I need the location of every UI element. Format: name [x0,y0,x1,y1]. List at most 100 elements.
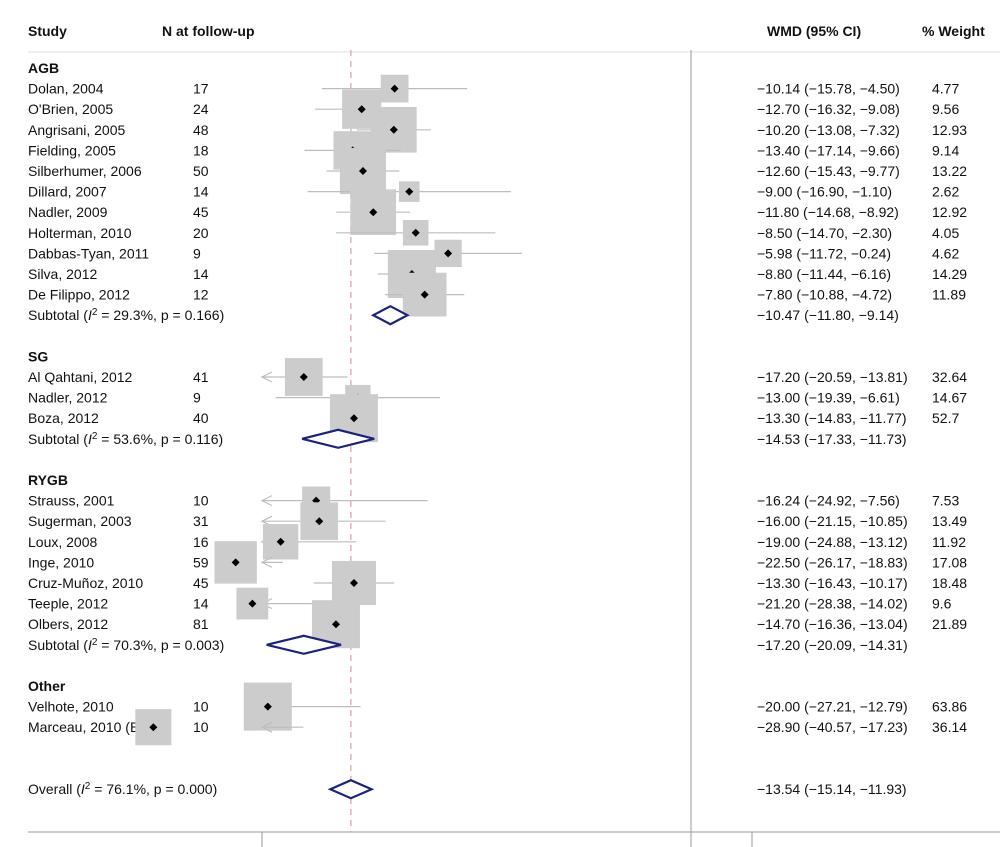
study-ci-text: −13.40 (−17.14, −9.66) [757,142,900,158]
study-label: Velhote, 2010 [28,699,114,715]
study-label: Inge, 2010 [28,554,94,570]
point-estimate [357,105,366,114]
subtotal-diamond [301,428,375,449]
subtotal-label-agb-part-3: = 29.3%, p = 0.166) [97,307,224,323]
study-ci-text: −12.60 (−15.43, −9.77) [757,163,900,179]
study-weight: 9.56 [932,101,959,117]
overall-label-part-3: = 76.1%, p = 0.000) [90,781,217,797]
study-label: Olbers, 2012 [28,616,108,632]
study-weight: 18.48 [932,575,967,591]
subtotal-diamond [266,634,342,655]
subtotal-ci-text: −17.20 (−20.09, −14.31) [757,637,908,653]
study-ci-text: −13.30 (−16.43, −10.17) [757,575,908,591]
study-label: Cruz-Muñoz, 2010 [28,575,143,591]
study-label: Dabbas-Tyan, 2011 [28,245,149,261]
subtotal-label-agb: Subtotal (I2 = 29.3%, p = 0.166) [28,307,224,324]
ci-arrow [260,556,273,568]
subtotal-label-sg-part-3: = 53.6%, p = 0.116) [97,431,223,447]
subtotal-label-agb-part-0: Subtotal ( [28,307,88,323]
point-estimate [149,723,158,732]
point-estimate [263,702,272,711]
header-weight: % Weight [922,23,985,39]
study-ci-text: −5.98 (−11.72, −0.24) [757,245,891,261]
subtotal-label-rygb: Subtotal (I2 = 70.3%, p = 0.003) [28,636,224,653]
study-ci-text: −8.80 (−11.44, −6.16) [757,266,891,282]
study-n: 10 [193,493,209,509]
subtotal-label-sg-part-1: I [88,431,92,447]
study-n: 40 [193,410,209,426]
study-weight: 12.92 [932,204,967,220]
study-label: Nadler, 2009 [28,204,108,220]
point-estimate [349,414,358,423]
study-weight: 36.14 [932,719,967,735]
study-n: 31 [193,513,209,529]
study-n: 14 [193,266,209,282]
study-n: 10 [193,699,209,715]
subtotal-label-sg-part-2: 2 [92,430,98,441]
subtotal-label-rygb-part-3: = 70.3%, p = 0.003) [97,637,224,653]
subtotal-label-sg-part-0: Subtotal ( [28,431,88,447]
study-label: Loux, 2008 [28,534,97,550]
study-weight: 32.64 [932,369,967,385]
subtotal-ci-text: −10.47 (−11.80, −9.14) [757,307,899,323]
subtotal-label-sg: Subtotal (I2 = 53.6%, p = 0.116) [28,430,223,447]
point-estimate [299,373,308,381]
study-ci-text: −14.70 (−16.36, −13.04) [757,616,908,632]
study-ci-text: −13.00 (−19.39, −6.61) [757,390,900,406]
study-n: 24 [193,101,209,117]
study-ci-text: −11.80 (−14.68, −8.92) [757,204,899,220]
group-title-sg: SG [28,348,48,364]
study-label: Fielding, 2005 [28,142,116,158]
group-title-agb: AGB [28,60,59,76]
overall-label-part-0: Overall ( [28,781,81,797]
study-weight: 52.7 [932,410,959,426]
study-n: 12 [193,287,209,303]
study-weight: 12.93 [932,122,967,138]
subtotal-ci-text: −14.53 (−17.33, −11.73) [757,431,907,447]
study-ci-text: −8.50 (−14.70, −2.30) [757,225,892,241]
study-n: 16 [193,534,209,550]
study-ci-text: −16.24 (−24.92, −7.56) [757,493,900,509]
study-weight: 14.67 [932,390,967,406]
study-ci-text: −19.00 (−24.88, −13.12) [757,534,908,550]
group-title-rygb: RYGB [28,472,68,488]
ci-arrow [260,721,273,733]
point-estimate [315,517,324,526]
study-weight: 4.62 [932,245,959,261]
study-weight: 21.89 [932,616,967,632]
point-estimate [369,208,378,217]
study-n: 14 [193,596,209,612]
study-weight: 4.77 [932,81,959,97]
study-n: 20 [193,225,209,241]
subtotal-label-rygb-part-0: Subtotal ( [28,637,88,653]
study-n: 81 [193,616,209,632]
ci-arrow [260,495,273,507]
overall-label-part-2: 2 [85,781,91,792]
study-weight: 17.08 [932,554,967,570]
study-label: Dillard, 2007 [28,184,107,200]
subtotal-label-agb-part-1: I [88,307,92,323]
study-label: Boza, 2012 [28,410,99,426]
point-estimate [411,228,420,237]
point-estimate [358,167,367,175]
study-label: Dolan, 2004 [28,81,104,97]
study-weight: 13.49 [932,513,967,529]
study-n: 50 [193,163,209,179]
header-wmd: WMD (95% CI) [767,23,861,39]
point-estimate [231,558,240,567]
study-weight: 7.53 [932,493,959,509]
study-weight: 63.86 [932,699,967,715]
study-ci-text: −17.20 (−20.59, −13.81) [757,369,908,385]
study-n: 45 [193,575,209,591]
study-label: Angrisani, 2005 [28,122,126,138]
overall-ci-text: −13.54 (−15.14, −11.93) [757,781,907,797]
study-weight: 4.05 [932,225,959,241]
subtotal-label-agb-part-2: 2 [92,307,98,318]
study-ci-text: −22.50 (−26.17, −18.83) [757,554,908,570]
study-ci-text: −13.30 (−14.83, −11.77) [757,410,907,426]
study-weight: 13.22 [932,163,967,179]
study-n: 45 [193,204,209,220]
point-estimate [389,125,398,134]
point-estimate [390,84,399,93]
study-ci-text: −7.80 (−10.88, −4.72) [757,287,892,303]
